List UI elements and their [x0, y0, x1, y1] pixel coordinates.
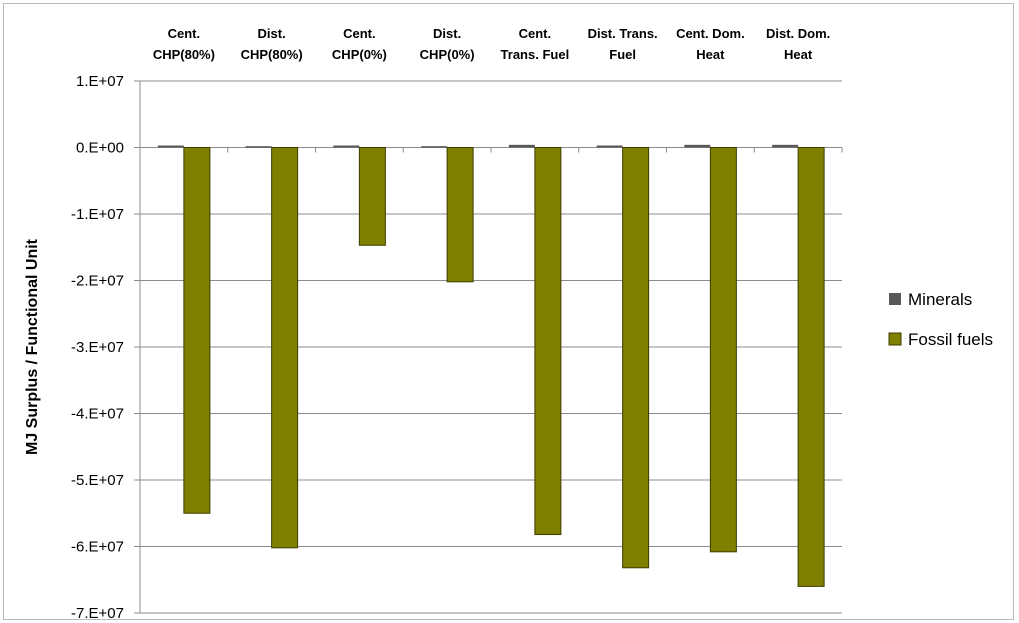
bar-fossil-fuels — [358, 147, 386, 246]
bar-fossil-fuels — [709, 147, 737, 553]
bar-fossil-fuels — [183, 147, 211, 514]
category-label: Cent. CHP(0%) — [332, 26, 387, 62]
bar-minerals — [684, 144, 711, 148]
category-label-line: Cent. — [519, 26, 552, 41]
legend-swatch — [888, 332, 902, 346]
category-label: Cent. Trans. Fuel — [501, 26, 570, 62]
y-axis-title: MJ Surplus / Functional Unit — [24, 238, 41, 455]
category-label-line: Cent. Dom. — [676, 26, 745, 41]
y-tick-label: 0.E+00 — [76, 140, 124, 157]
category-label-line: CHP(0%) — [332, 47, 387, 62]
legend: Minerals Fossil fuels — [888, 290, 993, 349]
bar-fossil-fuels — [622, 147, 650, 569]
category-label-line: Dist. Dom. — [766, 26, 830, 41]
category-label: Dist. Trans. Fuel — [588, 26, 658, 62]
bar-minerals — [508, 144, 535, 148]
category-label: Cent. CHP(80%) — [153, 26, 215, 62]
category-labels: Cent. CHP(80%)Dist. CHP(80%)Cent. CHP(0%)Di… — [153, 26, 830, 62]
category-label: Cent. Dom. Heat — [676, 26, 745, 62]
bar-minerals — [245, 146, 272, 148]
category-label-line: Cent. — [343, 26, 376, 41]
category-label-line: Heat — [696, 47, 725, 62]
bar-minerals — [596, 145, 623, 148]
category-label-line: CHP(80%) — [153, 47, 215, 62]
legend-label: Minerals — [908, 290, 972, 309]
chart-frame — [3, 3, 1014, 620]
category-label: Dist. Dom. Heat — [766, 26, 830, 62]
y-tick-label: -7.E+07 — [71, 605, 124, 622]
category-label-line: Dist. — [258, 26, 286, 41]
bar-minerals — [157, 145, 184, 148]
category-label-line: Heat — [784, 47, 813, 62]
category-label-line: CHP(0%) — [420, 47, 475, 62]
bar-fossil-fuels — [271, 147, 299, 549]
category-label: Dist. CHP(80%) — [241, 26, 303, 62]
y-tick-label: -4.E+07 — [71, 406, 124, 423]
bar-minerals — [772, 144, 799, 148]
y-axis-ticks: 1.E+07 0.E+00 -1.E+07 -2.E+07 -3.E+07 -4.E+07… — [71, 73, 140, 622]
y-tick-label: 1.E+07 — [76, 73, 124, 90]
category-label: Dist. CHP(0%) — [420, 26, 475, 62]
y-tick-label: -5.E+07 — [71, 472, 124, 489]
category-label-line: Dist. — [433, 26, 461, 41]
bar-minerals — [333, 145, 360, 148]
bar-fossil-fuels — [534, 147, 562, 536]
y-tick-label: -1.E+07 — [71, 206, 124, 223]
category-label-line: Dist. Trans. — [588, 26, 658, 41]
category-label-line: CHP(80%) — [241, 47, 303, 62]
y-tick-label: -3.E+07 — [71, 339, 124, 356]
bar-fossil-fuels — [446, 147, 474, 283]
category-label-line: Cent. — [168, 26, 201, 41]
bar-minerals — [421, 146, 448, 148]
y-tick-label: -6.E+07 — [71, 539, 124, 556]
category-label-line: Trans. Fuel — [501, 47, 570, 62]
category-label-line: Fuel — [609, 47, 636, 62]
legend-swatch — [889, 293, 901, 305]
legend-label: Fossil fuels — [908, 330, 993, 349]
bars — [157, 144, 825, 587]
bar-fossil-fuels — [797, 147, 825, 587]
y-tick-label: -2.E+07 — [71, 273, 124, 290]
